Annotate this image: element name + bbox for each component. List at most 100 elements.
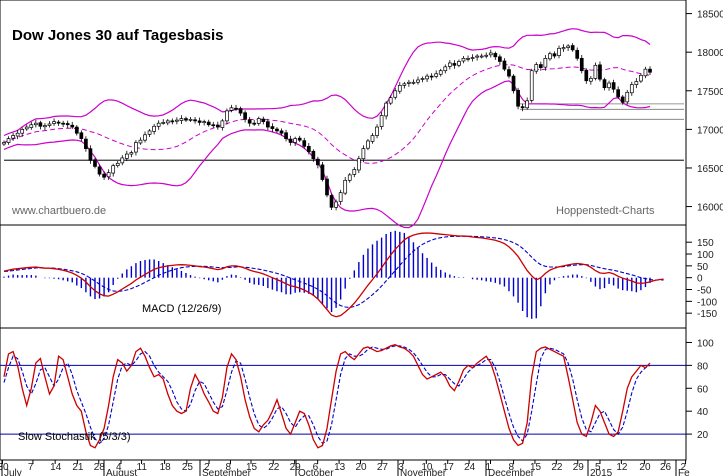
candle-body bbox=[416, 79, 420, 83]
candle-body bbox=[557, 47, 561, 56]
x-month-label: November bbox=[400, 468, 447, 476]
candle-body bbox=[243, 112, 247, 120]
moving-average-line bbox=[3, 63, 651, 164]
candle-body bbox=[293, 138, 298, 143]
candle-body bbox=[534, 64, 539, 72]
price-tick-label: 17000 bbox=[697, 125, 723, 136]
candle-body bbox=[502, 60, 507, 70]
stoch-tick-label: 40 bbox=[697, 407, 709, 418]
x-month-label: September bbox=[202, 468, 252, 476]
macd-label: MACD (12/26/9) bbox=[142, 303, 221, 315]
candle-body bbox=[493, 53, 498, 58]
x-day-label: 17 bbox=[443, 462, 455, 473]
x-day-label: 12 bbox=[616, 462, 628, 473]
macd-tick-label: -50 bbox=[697, 286, 712, 297]
candle-body bbox=[106, 172, 111, 178]
x-day-label: 2 bbox=[204, 462, 210, 473]
source-right: Hoppenstedt-Charts bbox=[556, 205, 655, 217]
x-month-label: 2015 bbox=[590, 468, 613, 476]
x-day-label: 13 bbox=[334, 462, 346, 473]
candle-body bbox=[252, 122, 257, 125]
candle-body bbox=[620, 96, 625, 103]
x-day-label: 8 bbox=[225, 462, 231, 473]
price-panel-frame bbox=[0, 0, 687, 226]
candle-body bbox=[33, 122, 38, 126]
x-day-label: 6 bbox=[313, 462, 319, 473]
candle-body bbox=[370, 135, 375, 142]
x-day-label: 15 bbox=[246, 462, 258, 473]
candle-body bbox=[184, 118, 188, 121]
candle-body bbox=[570, 45, 575, 51]
x-day-label: 30 bbox=[0, 462, 9, 473]
candle-body bbox=[639, 74, 643, 82]
macd-signal-line bbox=[3, 235, 664, 309]
candle-body bbox=[393, 90, 398, 98]
x-day-label: 24 bbox=[464, 462, 476, 473]
candle-body bbox=[147, 130, 152, 135]
stoch-tick-label: 80 bbox=[697, 361, 709, 372]
candle-body bbox=[443, 66, 448, 72]
candle-body bbox=[165, 120, 170, 124]
candle-body bbox=[311, 150, 316, 160]
x-day-label: 21 bbox=[72, 462, 84, 473]
candle-body bbox=[88, 148, 93, 161]
candle-body bbox=[229, 107, 234, 111]
x-day-label: 20 bbox=[639, 462, 651, 473]
price-tick-label: 18500 bbox=[697, 10, 723, 21]
candle-body bbox=[56, 121, 61, 124]
candle-body bbox=[466, 58, 470, 60]
source-left: www.chartbuero.de bbox=[11, 205, 106, 217]
candle-body bbox=[643, 68, 648, 77]
candle-body bbox=[6, 138, 11, 143]
candle-body bbox=[479, 55, 484, 58]
macd-tick-label: -150 bbox=[697, 309, 717, 320]
candle-body bbox=[538, 64, 543, 68]
price-tick-label: 16000 bbox=[697, 203, 723, 214]
candle-body bbox=[320, 164, 325, 180]
candle-body bbox=[543, 58, 548, 68]
candle-body bbox=[507, 69, 511, 77]
gridlines bbox=[4, 103, 684, 161]
candle-body bbox=[225, 110, 229, 122]
candle-body bbox=[516, 89, 520, 107]
candle-body bbox=[302, 140, 307, 147]
candle-body bbox=[411, 81, 416, 84]
candle-body bbox=[384, 102, 388, 117]
candle-body bbox=[488, 52, 493, 56]
candle-body bbox=[84, 138, 88, 150]
candle-body bbox=[247, 119, 252, 124]
candle-body bbox=[356, 158, 361, 171]
candle-body bbox=[43, 125, 47, 128]
candle-body bbox=[475, 55, 479, 58]
macd-panel-frame bbox=[0, 224, 687, 329]
candle-body bbox=[152, 125, 156, 132]
x-day-label: 2 bbox=[681, 462, 687, 473]
candle-body bbox=[193, 119, 197, 122]
stoch-k-line bbox=[3, 344, 651, 449]
candle-body bbox=[379, 115, 384, 127]
macd-tick-label: 50 bbox=[697, 262, 709, 273]
candle-body bbox=[188, 118, 193, 121]
macd-tick-label: 100 bbox=[697, 250, 714, 261]
candle-body bbox=[329, 195, 334, 208]
candle-body bbox=[438, 70, 443, 75]
candle-body bbox=[70, 124, 75, 128]
x-day-label: 20 bbox=[355, 462, 367, 473]
candle-body bbox=[402, 83, 407, 86]
candle-body bbox=[234, 107, 238, 110]
price-panel bbox=[2, 28, 652, 229]
candle-body bbox=[575, 49, 580, 59]
candle-body bbox=[616, 89, 621, 98]
candle-body bbox=[602, 79, 607, 89]
candle-body bbox=[425, 75, 429, 80]
candle-body bbox=[275, 128, 279, 132]
candle-body bbox=[175, 119, 179, 122]
stoch-label: Slow Stochastik (5/3/3) bbox=[18, 431, 131, 443]
candle-body bbox=[47, 123, 52, 126]
candle-body bbox=[447, 62, 452, 67]
x-day-label: 15 bbox=[530, 462, 542, 473]
price-tick-label: 18000 bbox=[697, 48, 723, 59]
candle-body bbox=[397, 85, 402, 92]
candle-body bbox=[2, 142, 6, 145]
candle-body bbox=[65, 123, 70, 126]
